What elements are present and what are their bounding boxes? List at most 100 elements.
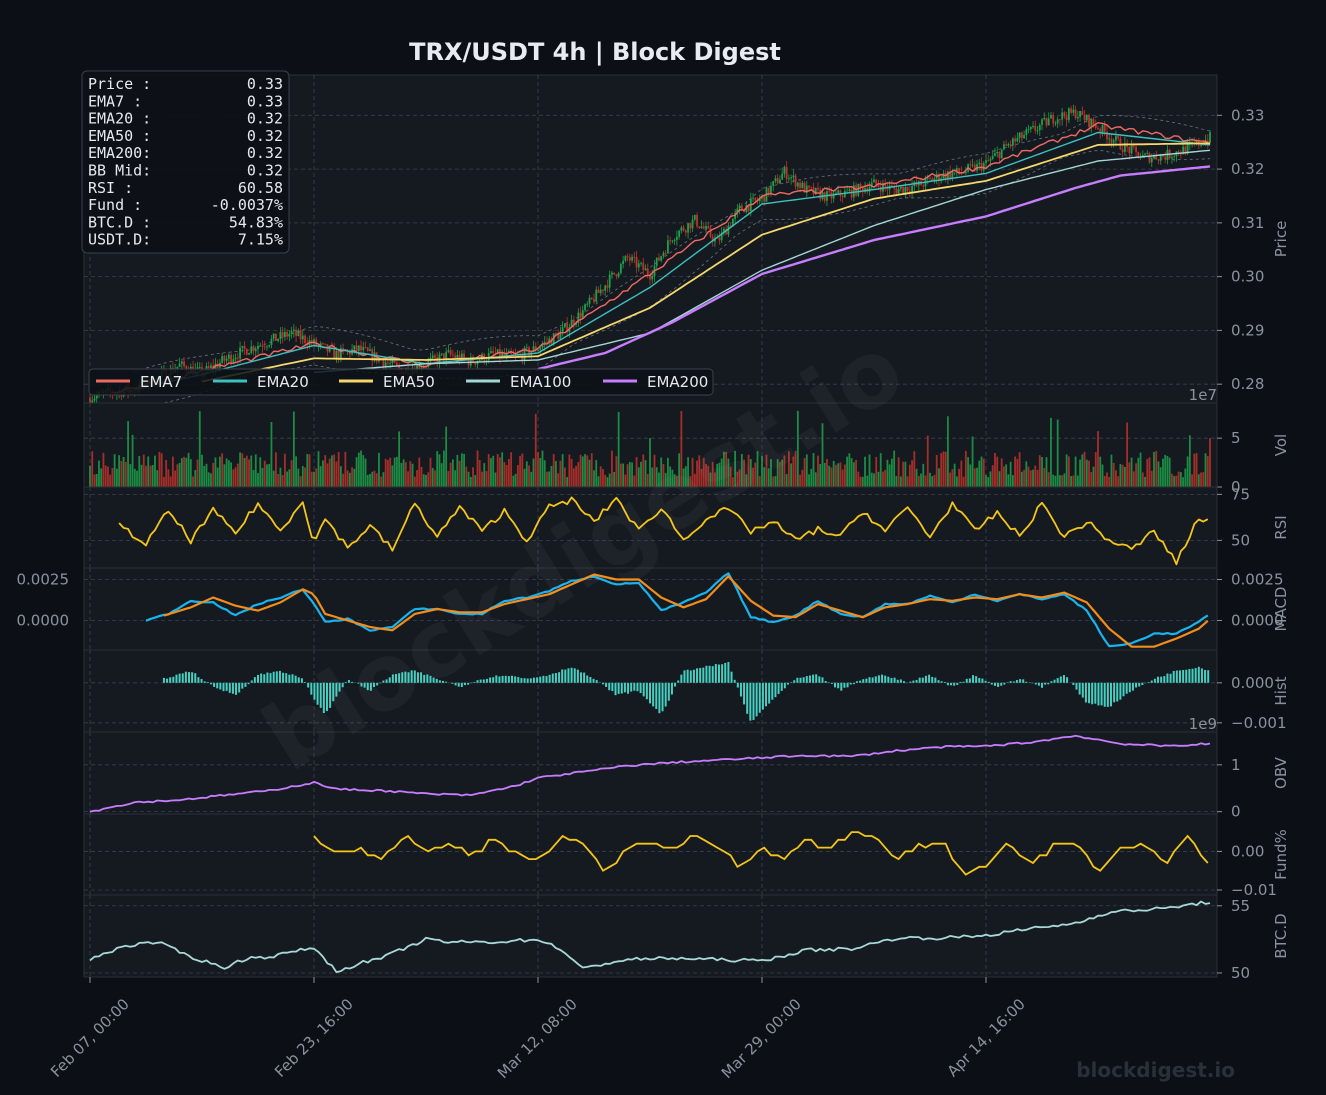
candle-body (897, 188, 900, 194)
histogram-bar (1128, 682, 1131, 693)
histogram-bar (231, 682, 234, 694)
hist-plot-area (162, 661, 1210, 721)
candle-body (922, 185, 925, 187)
volume-bar (644, 460, 647, 487)
obv-plot-area (89, 734, 1211, 813)
candle-body (451, 354, 454, 356)
volume-bar (210, 473, 212, 487)
volume-bar (136, 470, 138, 487)
volume-bar (241, 453, 244, 487)
volume-bar (449, 462, 452, 487)
candle-body (221, 356, 224, 363)
volume-bar (996, 456, 999, 487)
volume-bar (510, 452, 513, 487)
histogram-bar (297, 677, 300, 683)
volume-bar (1164, 454, 1167, 487)
volume-bar (454, 470, 457, 487)
volume-bar (467, 471, 470, 487)
candle-body (1157, 159, 1160, 161)
info-box-label: RSI : (88, 179, 133, 197)
candle-body (662, 252, 665, 257)
candle-body (362, 347, 365, 351)
candle-body (958, 168, 961, 173)
candle-body (738, 205, 741, 209)
candle-body (1043, 118, 1046, 120)
histogram-bar (213, 682, 216, 687)
histogram-bar (451, 682, 454, 684)
histogram-bar (473, 681, 476, 683)
fund-plot-area (313, 831, 1209, 876)
histogram-bar (191, 672, 194, 683)
volume-bar (1000, 458, 1003, 487)
candle-body (597, 289, 600, 294)
candle-body (779, 179, 781, 184)
candle-body (819, 189, 822, 200)
candle-body (313, 339, 315, 344)
candle-body (1173, 156, 1176, 158)
histogram-bar (928, 674, 931, 683)
volume-bar (333, 454, 336, 487)
volume-bar (752, 467, 754, 487)
histogram-bar (304, 682, 307, 683)
histogram-bar (435, 678, 438, 683)
info-box-label: EMA7 : (88, 92, 142, 110)
volume-bar (920, 473, 922, 487)
candle-body (236, 357, 239, 359)
histogram-bar (843, 682, 846, 688)
volume-bar (738, 469, 741, 487)
histogram-bar (652, 682, 655, 707)
volume-bar (239, 452, 241, 487)
volume-bar (611, 450, 613, 487)
candle-body (364, 347, 367, 348)
legend-layer: EMA7 EMA20 EMA50 EMA100 EMA200 (88, 368, 714, 396)
volume-bar (1088, 460, 1090, 487)
volume-bar (1076, 475, 1079, 487)
candle-body (615, 274, 618, 277)
histogram-bar (467, 682, 470, 685)
candle-body (796, 182, 799, 187)
volume-bar (877, 471, 880, 487)
histogram-bar (166, 678, 169, 683)
candle-body (283, 331, 286, 338)
volume-bar (848, 453, 851, 487)
histogram-bar (438, 680, 441, 683)
volume-bar (933, 474, 936, 487)
volume-bar (429, 457, 432, 487)
candle-body (926, 177, 929, 179)
volume-bar (667, 457, 669, 487)
volume-bar (575, 465, 577, 487)
candle-body (588, 297, 591, 304)
histogram-bar (887, 676, 890, 683)
candle-body (512, 353, 515, 355)
volume-bar (646, 474, 649, 487)
histogram-bar (799, 677, 802, 683)
btcd-ytick-label: 55 (1231, 897, 1250, 915)
histogram-bar (771, 682, 774, 700)
volume-bar (1056, 419, 1059, 487)
volume-bar (767, 468, 770, 487)
candle-body (227, 354, 230, 359)
candle-body (837, 190, 840, 194)
volume-bar (1162, 458, 1164, 487)
candle-body (1070, 108, 1073, 113)
histogram-bar (253, 677, 256, 683)
candle-body (1025, 129, 1028, 136)
fund-line-fund (313, 831, 1209, 876)
histogram-bar (790, 682, 793, 683)
histogram-bar (247, 682, 250, 685)
histogram-bar (222, 682, 225, 692)
candle-body (841, 195, 844, 198)
histogram-bar (398, 673, 401, 683)
volume-bar (254, 454, 257, 487)
volume-bar (487, 454, 490, 487)
volume-bar (346, 470, 349, 487)
volume-bar (841, 469, 844, 487)
volume-bar (705, 464, 707, 487)
candle-body (1179, 153, 1182, 155)
btcd-ytick-label: 50 (1231, 964, 1250, 982)
candle-body (223, 356, 226, 361)
histogram-bar (965, 678, 968, 683)
candle-body (490, 350, 492, 354)
histogram-bar (721, 664, 724, 683)
histogram-bar (915, 679, 918, 683)
